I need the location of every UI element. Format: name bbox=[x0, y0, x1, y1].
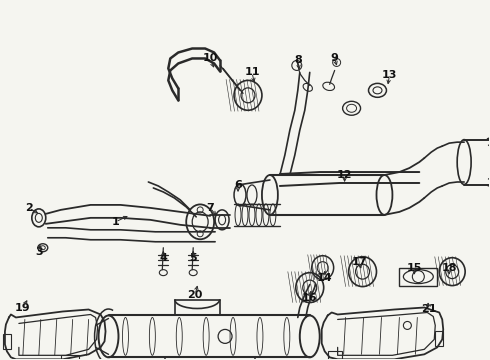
Text: 12: 12 bbox=[337, 170, 352, 180]
Bar bbox=[61, 355, 78, 360]
Text: 1: 1 bbox=[112, 217, 120, 227]
Text: 13: 13 bbox=[382, 71, 397, 80]
Text: 9: 9 bbox=[331, 54, 339, 63]
Text: 4: 4 bbox=[159, 253, 167, 263]
Text: 16: 16 bbox=[302, 293, 318, 302]
Text: 21: 21 bbox=[421, 305, 437, 315]
Bar bbox=[3, 334, 11, 349]
Bar bbox=[435, 332, 443, 346]
Text: 18: 18 bbox=[441, 263, 457, 273]
Text: 14: 14 bbox=[317, 273, 333, 283]
Text: 8: 8 bbox=[294, 55, 302, 66]
Bar bbox=[399, 268, 437, 285]
Text: 3: 3 bbox=[35, 247, 43, 257]
Text: 11: 11 bbox=[244, 67, 260, 77]
Text: 5: 5 bbox=[190, 253, 197, 263]
Text: 7: 7 bbox=[206, 203, 214, 213]
Text: 17: 17 bbox=[352, 257, 368, 267]
Text: 19: 19 bbox=[15, 302, 31, 312]
Text: 6: 6 bbox=[234, 180, 242, 190]
Text: 15: 15 bbox=[407, 263, 422, 273]
Text: 10: 10 bbox=[202, 54, 218, 63]
Text: 20: 20 bbox=[188, 289, 203, 300]
Bar bbox=[328, 351, 342, 359]
Text: 2: 2 bbox=[25, 203, 33, 213]
